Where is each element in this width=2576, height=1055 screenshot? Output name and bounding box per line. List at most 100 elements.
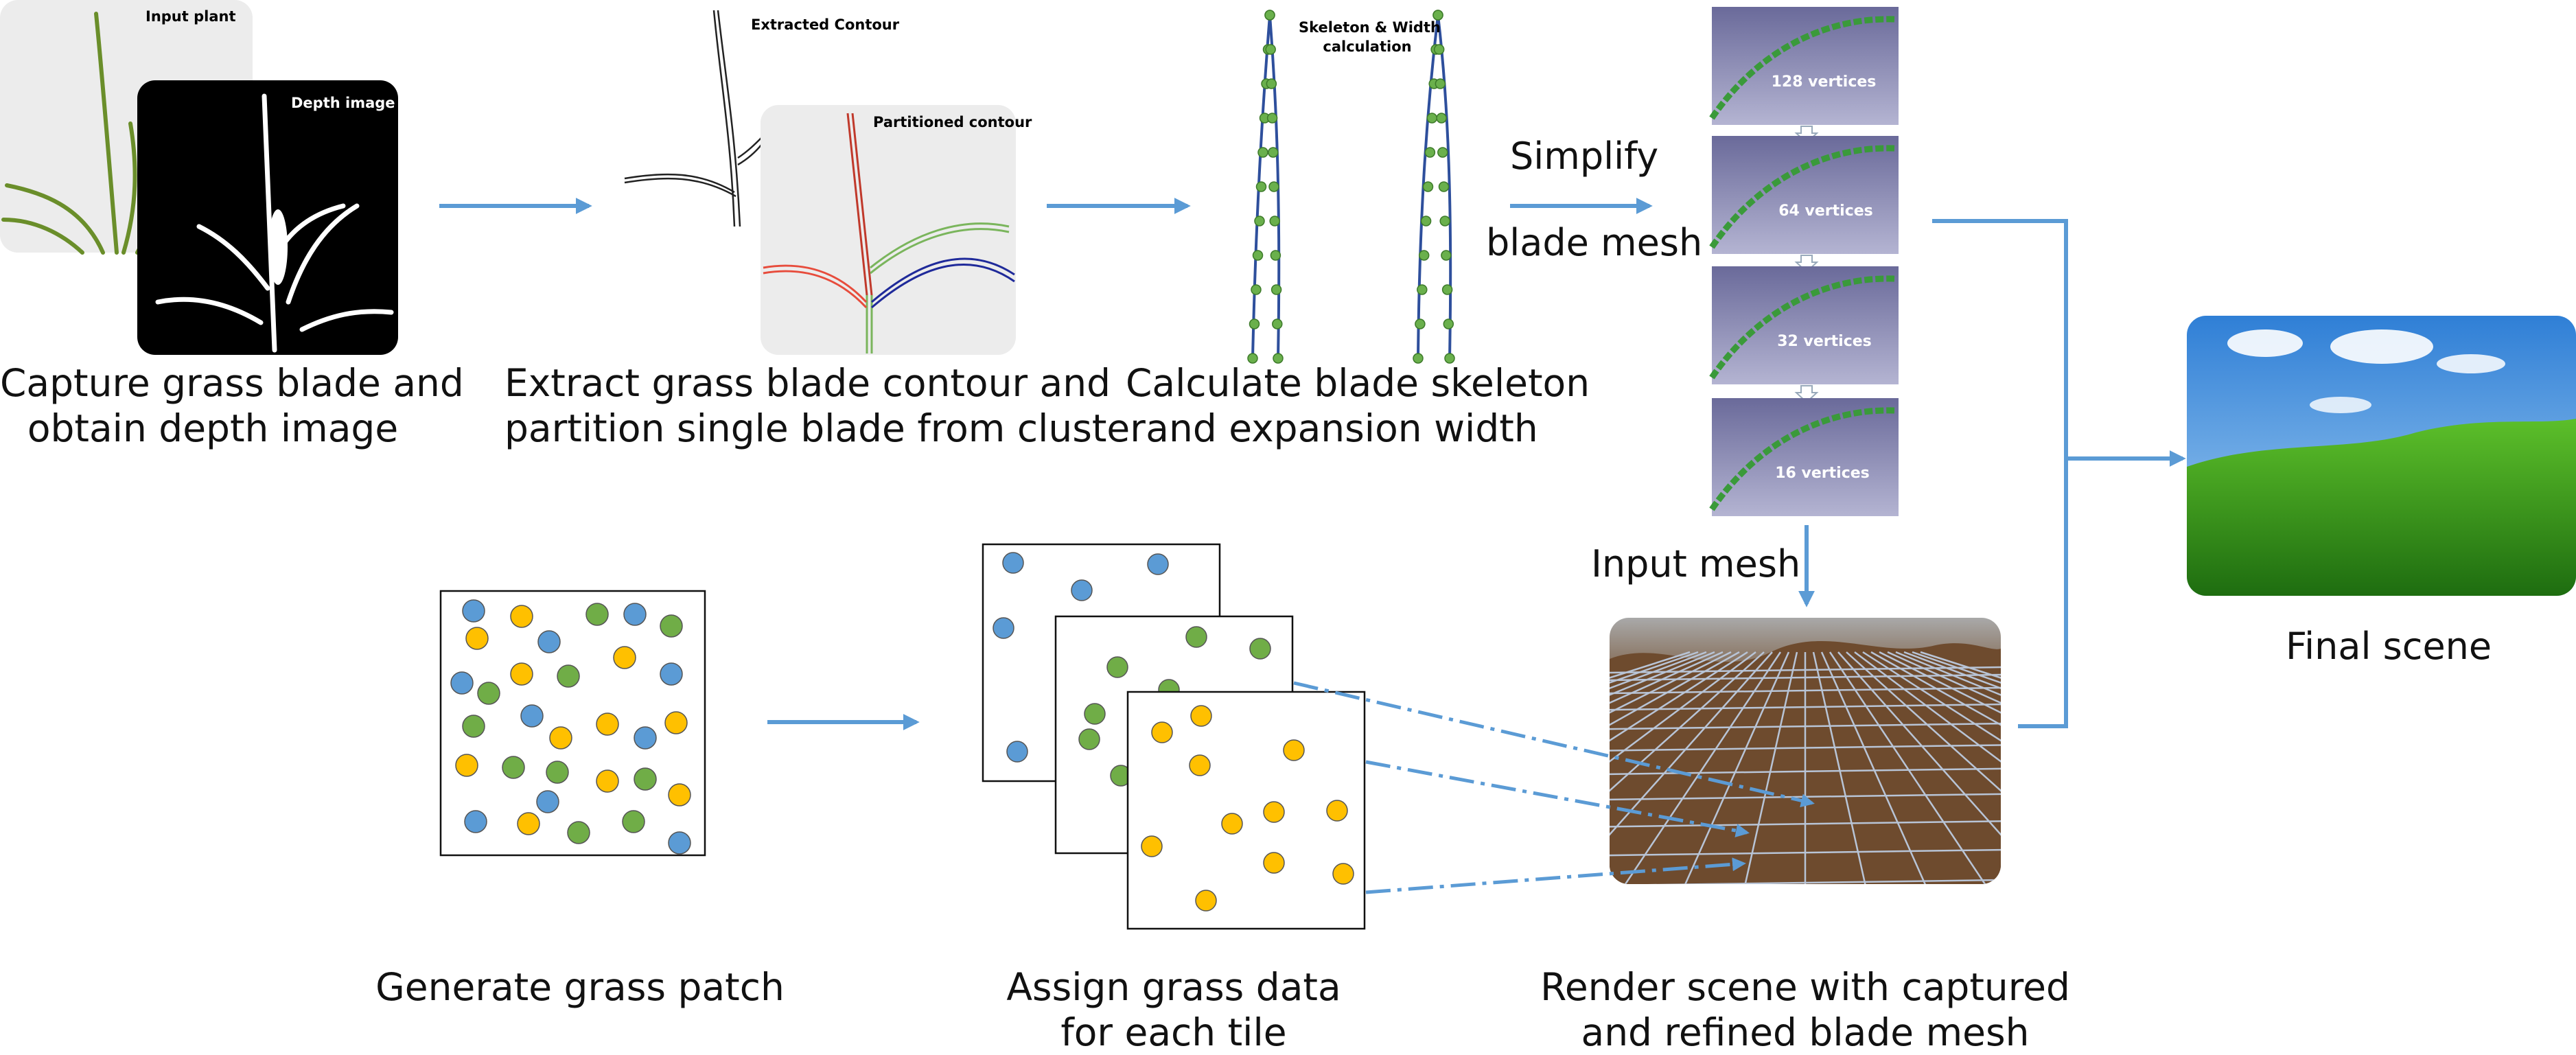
final-scene-image <box>2187 316 2576 596</box>
skeleton-vertex-dot <box>1268 147 1279 158</box>
tile3-dot <box>1326 800 1348 822</box>
simplify-label-line1: Simplify <box>1510 135 1659 178</box>
skeleton-width-label: Skeleton & Width calculation <box>1299 18 1441 56</box>
skeleton-width-label-line2: calculation <box>1323 38 1412 55</box>
patch-dot <box>664 711 688 734</box>
tile2-dot <box>1249 638 1271 660</box>
tile1-dot <box>1147 553 1169 575</box>
bracket-connector <box>1932 219 2068 728</box>
patch-dot <box>596 769 619 793</box>
simplify-levels: 128 vertices 64 vertices 32 vertices 16 ver… <box>1709 7 1899 516</box>
skeleton-vertex-dot <box>1255 181 1267 192</box>
patch-dot <box>450 671 474 695</box>
tile3-dot <box>1151 721 1173 743</box>
simplify-level-box <box>1712 266 1899 384</box>
skeleton-vertex-dot <box>1252 250 1264 261</box>
simplified-blade <box>1709 16 1895 120</box>
tile3-dot <box>1195 890 1217 912</box>
skeleton-vertex-dot <box>1268 181 1279 192</box>
tile-stack <box>982 543 1366 930</box>
patch-dot <box>567 821 590 844</box>
stage1-caption-line1: Capture grass blade and <box>0 361 464 405</box>
skeleton-width-label-line1: Skeleton & Width <box>1299 19 1441 36</box>
patch-dot <box>502 756 525 779</box>
patch-dot <box>549 726 572 750</box>
patch-dot <box>517 812 540 835</box>
patch-dot <box>557 664 580 688</box>
skeleton-vertex-dot <box>1270 284 1282 295</box>
patch-dot <box>462 715 485 738</box>
tile1-dot <box>1071 579 1093 601</box>
simplify-level-label: 32 vertices <box>1777 333 1872 350</box>
patch-dot <box>668 831 691 855</box>
stage3-caption: Calculate blade skeleton and expansion w… <box>1126 360 1590 451</box>
tile2-dot <box>1078 728 1100 750</box>
simplify-step-arrow <box>1794 385 1819 404</box>
extracted-contour-label: Extracted Contour <box>751 16 900 33</box>
tile3-dot <box>1332 863 1354 885</box>
dash-arrow-tile3 <box>1365 857 1746 894</box>
skeleton-vertex-dot <box>1422 181 1434 192</box>
extracted-contour-drawing <box>624 10 763 227</box>
patch-dot <box>660 662 683 686</box>
skeleton-vertex-dot <box>1270 250 1281 261</box>
patch-dot <box>622 810 645 833</box>
skeleton-drawing <box>1247 10 1455 364</box>
skeleton-vertex-dot <box>1426 113 1438 124</box>
skeleton-vertex-dot <box>1433 44 1445 55</box>
simplify-label-line2: blade mesh <box>1486 221 1703 264</box>
stage3-caption-line2: and expansion width <box>1146 406 1538 450</box>
tile1-dot <box>993 617 1014 639</box>
render-caption-line2: and refined blade mesh <box>1581 1010 2030 1054</box>
skeleton-vertex-dot <box>1420 216 1432 227</box>
skeleton-vertex-dot <box>1443 318 1454 329</box>
stage3-caption-line1: Calculate blade skeleton <box>1126 361 1590 405</box>
skeleton-vertex-dot <box>1251 284 1262 295</box>
simplify-level-2: 64 vertices <box>1709 136 1899 254</box>
skeleton-vertex-dot <box>1432 10 1443 21</box>
render-caption-line1: Render scene with captured <box>1540 965 2070 1009</box>
patch-dot <box>634 726 657 750</box>
skeleton-vertex-dot <box>1265 44 1276 55</box>
skeleton-vertex-dot <box>1437 147 1448 158</box>
tiles-caption-line1: Assign grass data <box>1006 965 1341 1009</box>
skeleton-vertex-dot <box>1266 78 1277 89</box>
simplify-level-label: 64 vertices <box>1778 202 1873 220</box>
skeleton-vertex-dot <box>1247 353 1258 364</box>
skeleton-vertex-dot <box>1264 10 1275 21</box>
skeleton-vertex-dot <box>1266 113 1278 124</box>
skeleton-vertex-dot <box>1444 353 1455 364</box>
stage1-caption: Capture grass blade and obtain depth ima… <box>0 360 464 451</box>
stage2-caption: Extract grass blade contour and partitio… <box>504 360 1146 451</box>
render-scene-image <box>1610 618 2001 884</box>
tile3-dot <box>1263 852 1285 874</box>
skeleton-vertex-dot <box>1257 147 1268 158</box>
patch-dot <box>596 712 619 736</box>
tile2-dot <box>1185 626 1207 648</box>
flow-arrows <box>439 198 2186 894</box>
input-plant-label: Input plant <box>146 8 236 25</box>
patch-caption: Generate grass patch <box>375 965 785 1009</box>
skeleton-vertex-dot <box>1435 78 1446 89</box>
patch-dot <box>464 810 487 833</box>
dash-arrow-tile1 <box>1293 681 1815 808</box>
patch-dot <box>623 603 647 626</box>
patch-dot <box>462 599 485 623</box>
tile2-dot <box>1106 656 1128 678</box>
simplify-level-label: 16 vertices <box>1775 465 1870 482</box>
tile3-dot <box>1263 801 1285 823</box>
simplify-level-1: 128 vertices <box>1709 7 1899 125</box>
skeleton-vertex-dot <box>1249 318 1260 329</box>
skeleton-vertex-dot <box>1441 284 1453 295</box>
skeleton-vertex-dot <box>1438 181 1450 192</box>
tile2-dot <box>1084 703 1106 725</box>
skeleton-vertex-dot <box>1272 318 1283 329</box>
tile3-dot <box>1190 705 1212 727</box>
skeleton-vertex-dot <box>1273 353 1284 364</box>
tile3-dot <box>1221 813 1243 835</box>
patch-dot <box>477 682 500 705</box>
grass-patch <box>439 590 706 857</box>
skeleton-vertex-dot <box>1439 216 1450 227</box>
simplified-blade <box>1709 275 1895 380</box>
